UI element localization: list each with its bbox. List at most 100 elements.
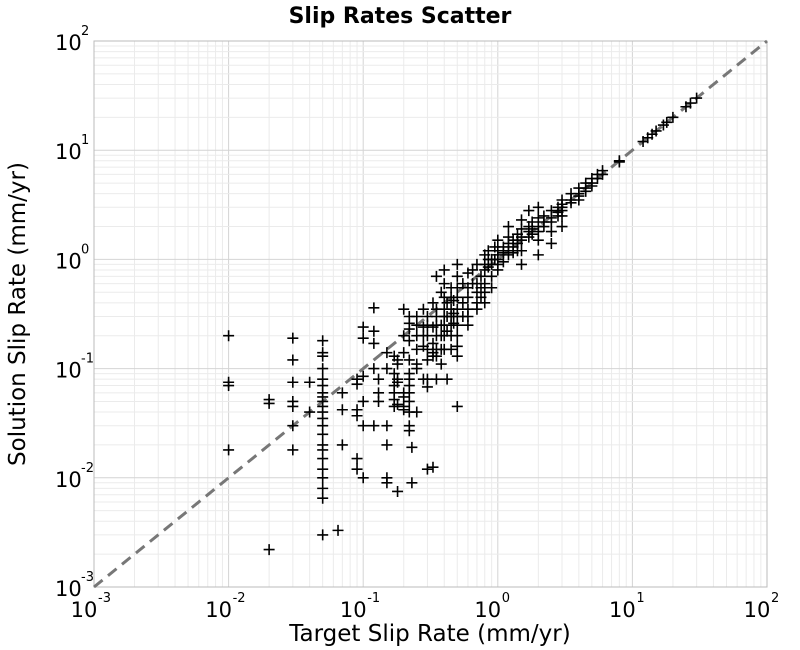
data-point (317, 492, 329, 504)
data-point (497, 256, 509, 268)
data-point (502, 221, 514, 233)
data-point (451, 270, 463, 282)
data-point (430, 350, 442, 362)
data-point (427, 297, 439, 309)
data-point (351, 463, 363, 475)
data-point (287, 376, 299, 388)
y-tick-exponent: -2 (81, 461, 94, 476)
x-tick-exponent: 2 (771, 591, 779, 606)
data-point (287, 400, 299, 412)
data-point (462, 310, 474, 322)
data-point (479, 297, 491, 309)
data-point (411, 319, 423, 331)
data-point (317, 428, 329, 440)
data-point (351, 410, 363, 422)
data-point (357, 332, 369, 344)
x-tick-exponent: -3 (98, 591, 111, 606)
data-point (421, 354, 433, 366)
data-point (411, 343, 423, 355)
data-point (516, 245, 528, 257)
data-point (317, 335, 329, 347)
x-tick-label: 10 (474, 598, 501, 622)
data-point (357, 370, 369, 382)
data-point (613, 156, 625, 168)
data-point (545, 237, 557, 249)
data-point (368, 363, 380, 375)
data-point (597, 168, 609, 180)
data-point (392, 376, 404, 388)
y-tick-exponent: 1 (81, 133, 89, 148)
data-point (411, 406, 423, 418)
data-point (406, 441, 418, 453)
data-point (373, 373, 385, 385)
data-point (438, 278, 450, 290)
y-tick-label: 10 (55, 359, 82, 383)
data-point (545, 226, 557, 238)
data-point (691, 92, 703, 104)
x-tick-label: 10 (340, 598, 367, 622)
x-tick-label: 10 (609, 598, 636, 622)
data-point (392, 358, 404, 370)
data-point (556, 210, 568, 222)
x-tick-label: 10 (71, 598, 98, 622)
data-point (435, 358, 447, 370)
data-point (351, 378, 363, 390)
data-point (287, 444, 299, 456)
data-point (368, 325, 380, 337)
y-tick-label: 10 (55, 577, 82, 601)
data-point (317, 472, 329, 484)
data-point (398, 404, 410, 416)
x-tick-exponent: -2 (233, 591, 246, 606)
data-point (451, 350, 463, 362)
identity-reference-line (93, 39, 768, 589)
data-point (368, 337, 380, 349)
data-point (287, 354, 299, 366)
data-point (403, 323, 415, 335)
y-tick-label: 10 (55, 31, 82, 55)
data-point (398, 347, 410, 359)
data-point (421, 463, 433, 475)
x-tick-label: 10 (744, 598, 771, 622)
data-point (451, 291, 463, 303)
data-point (467, 264, 479, 276)
data-point (532, 201, 544, 213)
data-point (317, 363, 329, 375)
data-point (368, 302, 380, 314)
x-tick-exponent: 0 (502, 591, 510, 606)
y-tick-exponent: -1 (81, 352, 94, 367)
data-point (388, 368, 400, 380)
data-point (392, 485, 404, 497)
data-point (462, 291, 474, 303)
data-point (417, 303, 429, 315)
data-point (368, 420, 380, 432)
data-point (381, 363, 393, 375)
data-point (263, 544, 275, 556)
data-point (398, 303, 410, 315)
x-tick-label: 10 (205, 598, 232, 622)
data-point (471, 303, 483, 315)
data-point (351, 453, 363, 465)
data-point (430, 373, 442, 385)
data-point (223, 444, 235, 456)
data-point (430, 270, 442, 282)
data-point (373, 395, 385, 407)
data-point (532, 249, 544, 261)
data-point (263, 397, 275, 409)
y-tick-exponent: 2 (81, 24, 89, 39)
chart-title: Slip Rates Scatter (289, 4, 512, 29)
data-point (381, 477, 393, 489)
data-point (357, 420, 369, 432)
data-point (357, 472, 369, 484)
data-point (398, 391, 410, 403)
y-tick-exponent: 0 (81, 242, 89, 257)
data-point (492, 234, 504, 246)
x-axis-label: Target Slip Rate (mm/yr) (288, 621, 570, 647)
y-tick-exponent: -3 (81, 570, 94, 585)
y-tick-label: 10 (55, 468, 82, 492)
data-point (403, 395, 415, 407)
x-tick-labels: 10 -3 10 -2 10 -1 10 0 10 1 10 2 (71, 591, 780, 622)
data-point (317, 453, 329, 465)
data-point (317, 350, 329, 362)
data-point (445, 343, 457, 355)
